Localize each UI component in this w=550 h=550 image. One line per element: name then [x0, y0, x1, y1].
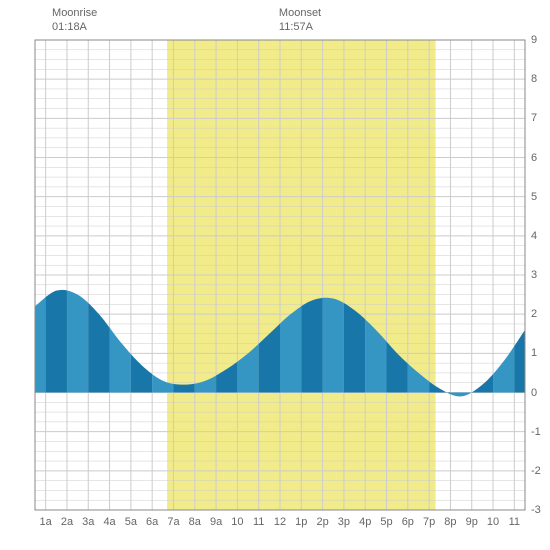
x-axis-label: 7a — [167, 516, 179, 528]
tide-chart: -3-2-101234567891a2a3a4a5a6a7a8a9a101112… — [0, 0, 550, 550]
y-axis-label: 4 — [531, 230, 537, 242]
x-axis-label: 5p — [380, 516, 392, 528]
x-axis-label: 10 — [487, 516, 499, 528]
moonset-label: Moonset — [279, 6, 321, 20]
y-axis-label: -3 — [531, 504, 541, 516]
x-axis-label: 2a — [61, 516, 73, 528]
x-axis-label: 11 — [253, 516, 264, 528]
x-axis-label: 8p — [444, 516, 456, 528]
y-axis-label: -2 — [531, 465, 541, 477]
moonrise-label: Moonrise — [52, 6, 97, 20]
x-axis-label: 11 — [509, 516, 520, 528]
moonset-annotation: Moonset11:57A — [279, 6, 321, 35]
y-axis-label: 7 — [531, 112, 537, 124]
y-axis-label: 0 — [531, 387, 537, 399]
y-axis-label: 5 — [531, 191, 537, 203]
x-axis-label: 1p — [295, 516, 307, 528]
moonrise-time: 01:18A — [52, 20, 97, 34]
x-axis-label: 9a — [210, 516, 222, 528]
x-axis-label: 3a — [82, 516, 94, 528]
x-axis-label: 12 — [274, 516, 286, 528]
y-axis-label: 2 — [531, 308, 537, 320]
moonrise-annotation: Moonrise01:18A — [52, 6, 97, 35]
x-axis-label: 6a — [146, 516, 158, 528]
x-axis-label: 4a — [103, 516, 115, 528]
x-axis-label: 7p — [423, 516, 435, 528]
y-axis-label: 8 — [531, 73, 537, 85]
y-axis-label: 1 — [531, 347, 537, 359]
x-axis-label: 3p — [338, 516, 350, 528]
y-axis-label: 6 — [531, 152, 537, 164]
x-axis-label: 1a — [40, 516, 52, 528]
x-axis-label: 4p — [359, 516, 371, 528]
x-axis-label: 9p — [466, 516, 478, 528]
moonset-time: 11:57A — [279, 20, 321, 34]
x-axis-label: 10 — [231, 516, 243, 528]
x-axis-label: 2p — [316, 516, 328, 528]
x-axis-label: 6p — [402, 516, 414, 528]
x-axis-label: 8a — [189, 516, 201, 528]
y-axis-label: -1 — [531, 426, 541, 438]
y-axis-label: 3 — [531, 269, 537, 281]
x-axis-label: 5a — [125, 516, 137, 528]
chart-svg — [0, 0, 550, 550]
y-axis-label: 9 — [531, 34, 537, 46]
